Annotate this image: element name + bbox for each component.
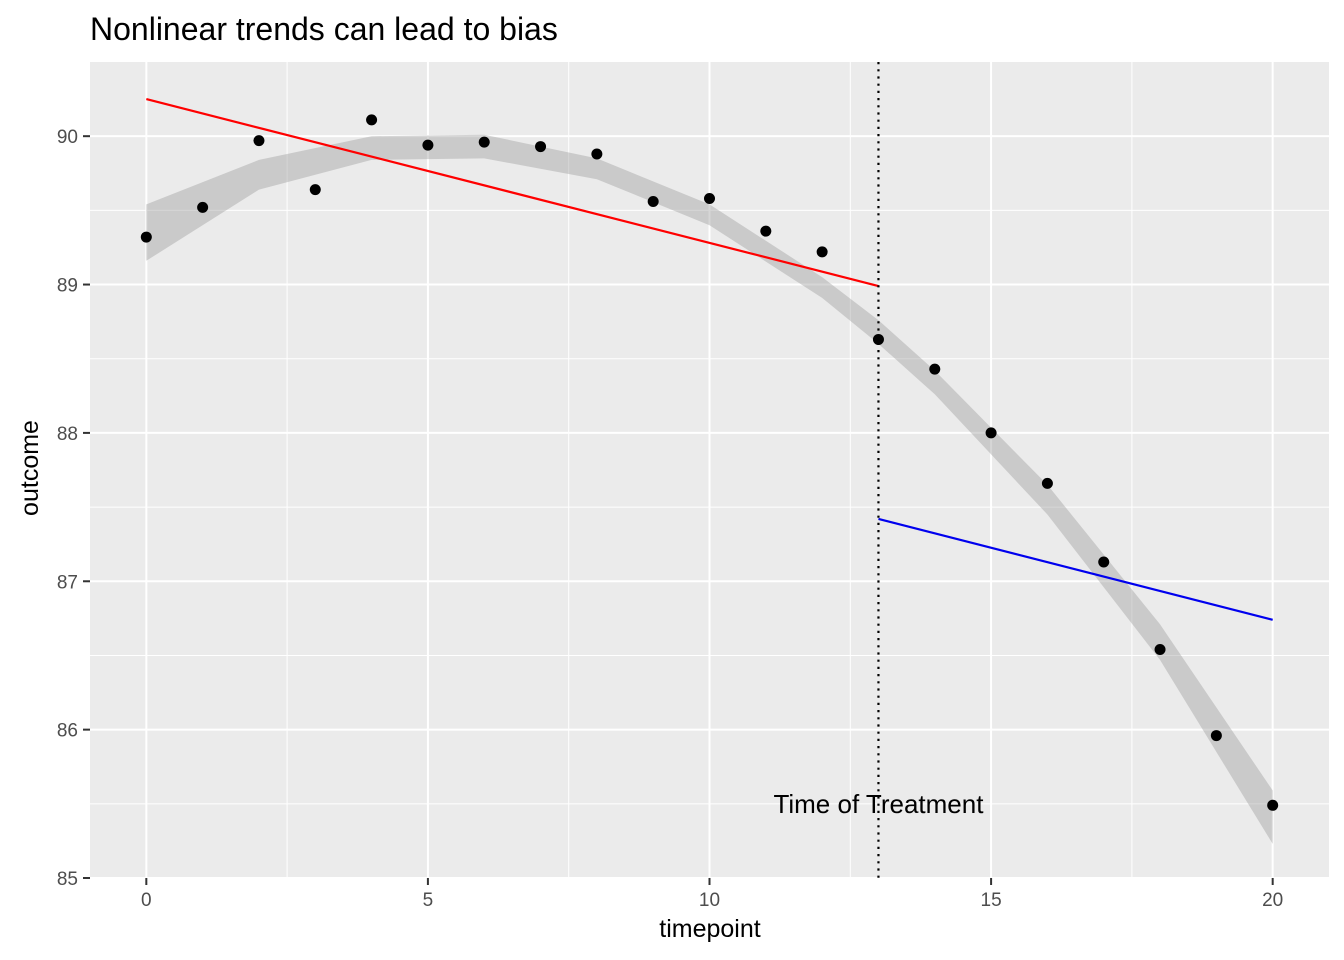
x-axis: 0 5 10 15 20 (141, 878, 1283, 911)
data-point (1154, 644, 1166, 656)
y-axis: 85 86 87 88 89 90 (57, 127, 90, 890)
annotation-layer: Time of Treatment (773, 789, 984, 819)
data-point (760, 225, 772, 237)
y-tick-label: 87 (57, 572, 78, 593)
trend-line-pre-treatment (146, 98, 879, 288)
y-tick-label: 86 (57, 721, 78, 742)
data-point (816, 246, 828, 258)
chart-title: Nonlinear trends can lead to bias (90, 11, 558, 47)
data-point (647, 195, 659, 207)
data-point (197, 201, 209, 213)
data-point (309, 184, 321, 196)
data-points-layer (140, 114, 1279, 811)
data-point (253, 135, 265, 147)
data-point (140, 231, 152, 243)
data-point (704, 192, 715, 204)
y-tick-label: 85 (57, 869, 78, 890)
data-point (535, 141, 547, 153)
data-point (985, 427, 997, 439)
y-axis-title: outcome (16, 420, 44, 516)
smooth-confidence-band (146, 134, 1273, 844)
x-axis-title: timepoint (659, 915, 760, 943)
x-tick-label: 20 (1262, 890, 1283, 911)
data-point (591, 148, 603, 160)
y-tick-label: 90 (57, 127, 78, 148)
data-point (872, 333, 884, 345)
x-tick-label: 10 (699, 890, 720, 911)
trend-line-post-treatment (878, 517, 1273, 621)
data-point (1098, 556, 1110, 568)
data-point (478, 136, 490, 148)
x-tick-label: 0 (141, 890, 152, 911)
x-tick-label: 15 (981, 890, 1002, 911)
confidence-band-layer (146, 134, 1273, 844)
y-tick-label: 88 (57, 424, 78, 445)
treatment-annotation: Time of Treatment (773, 789, 984, 819)
y-tick-label: 89 (57, 276, 78, 297)
data-point (1267, 799, 1279, 811)
data-point (929, 363, 941, 375)
x-tick-label: 5 (423, 890, 434, 911)
trend-lines-layer (146, 98, 1273, 621)
data-point (422, 139, 434, 151)
data-point (1041, 477, 1053, 489)
data-point (1210, 730, 1222, 742)
data-point (366, 114, 378, 126)
